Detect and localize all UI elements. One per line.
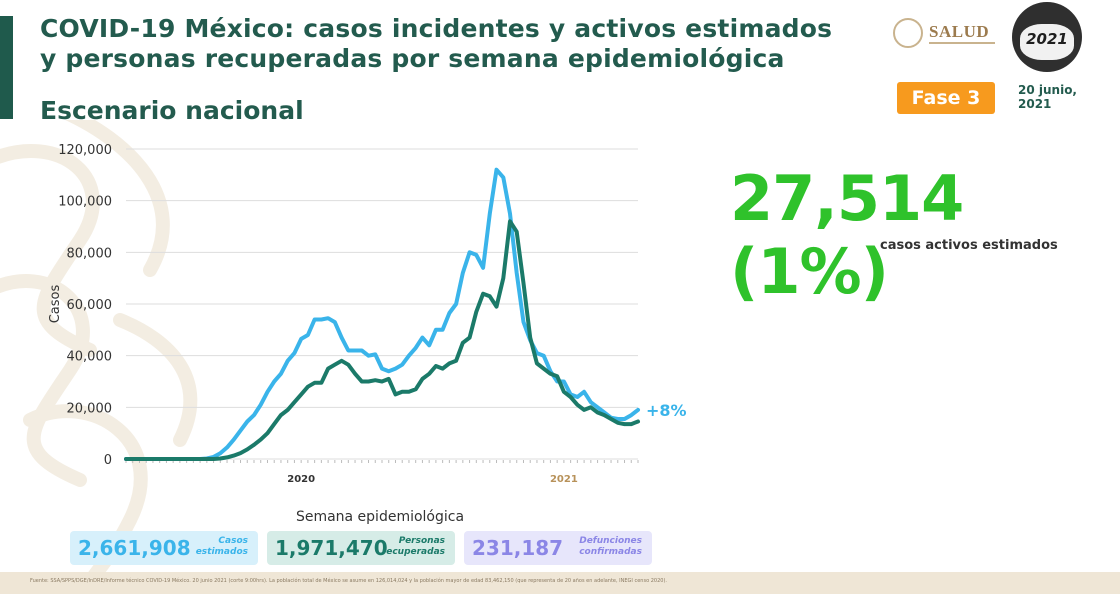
- stat-estimated-cases-label: Casos estimados: [182, 536, 248, 558]
- report-date-line2: 2021: [1018, 97, 1052, 111]
- active-cases-caption: casos activos estimados: [880, 238, 1058, 253]
- stat-deaths-label-1: Defunciones: [579, 536, 642, 546]
- background-ornament: [0, 120, 198, 580]
- logo-2021-text: 2021: [1026, 30, 1068, 48]
- accent-bar: [0, 16, 13, 119]
- series-line-1: [124, 167, 640, 461]
- stat-estimated-cases-label-2: estimados: [195, 547, 248, 557]
- page-title: COVID-19 México: casos incidentes y acti…: [40, 14, 833, 73]
- eagle-emblem-icon: [893, 18, 923, 48]
- logo-2021-plate: [1020, 24, 1074, 60]
- cases-line-chart: 0 20,000 40,000 60,000 80,000 100,000 120,000 2…: [48, 143, 687, 525]
- stat-estimated-cases-label-1: Casos: [218, 536, 248, 546]
- y-tick-label: 20,000: [67, 401, 113, 416]
- stat-deaths: 231,187 Defunciones confirmadas: [464, 531, 652, 565]
- y-tick-label: 60,000: [67, 298, 113, 313]
- y-tick-label: 120,000: [58, 143, 112, 158]
- year-label: 2021: [550, 474, 578, 485]
- y-tick-label: 80,000: [67, 246, 113, 261]
- stat-recovered: 1,971,470 Personas recuperadas: [267, 531, 455, 565]
- series-line-2: [124, 219, 640, 461]
- stat-deaths-label: Defunciones confirmadas: [568, 536, 642, 558]
- stat-deaths-value: 231,187: [472, 536, 564, 560]
- stat-recovered-value: 1,971,470: [275, 536, 388, 560]
- footer-bar: Fuente: SSA/SPPS/DGE/InDRE/Informe técni…: [0, 572, 1120, 594]
- x-axis-title: Semana epidemiológica: [296, 509, 464, 525]
- salud-logo-underline: [929, 42, 995, 44]
- salud-logo-text: SALUD: [929, 22, 990, 41]
- y-tick-label: 0: [104, 453, 112, 468]
- footer-source-text: Fuente: SSA/SPPS/DGE/InDRE/Informe técni…: [30, 578, 667, 584]
- stat-estimated-cases: 2,661,908 Casos estimados: [70, 531, 258, 565]
- y-tick-label: 40,000: [67, 350, 113, 365]
- stat-recovered-label: Personas recuperadas: [375, 536, 445, 558]
- mexico-2021-logo: 2021: [1012, 2, 1082, 72]
- y-tick-label: 100,000: [58, 195, 112, 210]
- stat-recovered-label-2: recuperadas: [381, 547, 445, 557]
- phase-badge: Fase 3: [897, 82, 995, 114]
- active-cases-value: 27,514 (1%): [730, 162, 964, 308]
- report-date-line1: 20 junio,: [1018, 83, 1077, 97]
- stat-estimated-cases-value: 2,661,908: [78, 536, 191, 560]
- report-date: 20 junio, 2021: [1018, 83, 1088, 111]
- year-label: 2020: [287, 474, 315, 485]
- stat-deaths-label-2: confirmadas: [579, 547, 642, 557]
- stat-recovered-label-1: Personas: [398, 536, 445, 546]
- y-axis-title: Casos: [48, 285, 63, 324]
- salud-logo: SALUD: [893, 18, 1003, 52]
- page-subtitle: Escenario nacional: [40, 96, 304, 125]
- trend-annotation: +8%: [646, 401, 687, 420]
